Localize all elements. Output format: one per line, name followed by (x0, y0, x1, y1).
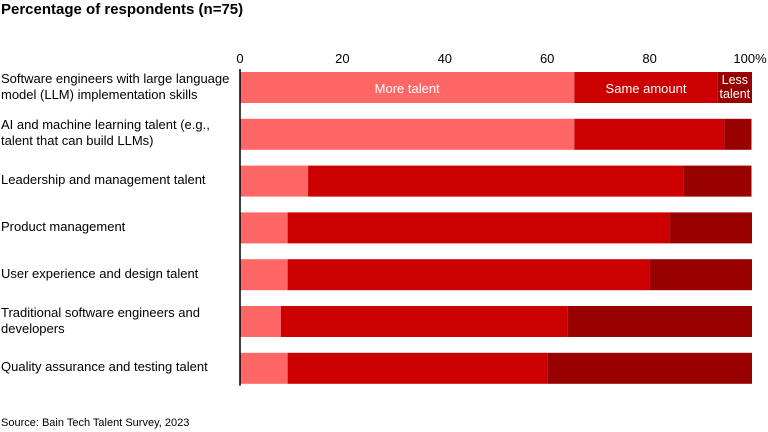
bar-segment-less-talent (567, 306, 752, 337)
bar-segment-less-talent (724, 118, 752, 150)
bar-segment-same-amount (574, 118, 725, 150)
series-label: talent (720, 87, 751, 101)
series-label: Less (722, 73, 748, 87)
x-tick-label: 100% (733, 51, 767, 66)
bar-segment-less-talent (717, 72, 752, 103)
bar-segment-more-talent (240, 165, 309, 197)
x-tick-label: 0 (236, 51, 243, 66)
bar-segment-more-talent (240, 306, 281, 337)
bar-segment-same-amount (574, 72, 718, 103)
category-label: Leadership and management talent (1, 172, 206, 188)
x-tick-label: 20 (335, 51, 349, 66)
bar-segment-more-talent (240, 212, 288, 244)
bar-segment-same-amount (287, 212, 671, 244)
bar-segment-less-talent (683, 165, 752, 197)
category-label: Traditional software engineers and devel… (1, 304, 200, 336)
x-tick-label: 80 (642, 51, 656, 66)
bar-segment-less-talent (547, 352, 752, 384)
bar-segment-less-talent (670, 212, 752, 244)
bar-segment-same-amount (308, 165, 684, 197)
x-tick-label: 40 (438, 51, 452, 66)
category-label: User experience and design talent (1, 265, 199, 281)
bar-segment-more-talent (240, 72, 575, 103)
bar-segment-same-amount (280, 306, 568, 337)
bar-segment-same-amount (287, 259, 650, 291)
bar-segment-same-amount (287, 352, 548, 384)
bar-segment-more-talent (240, 352, 288, 384)
bar-segment-less-talent (649, 259, 752, 291)
category-label: AI and machine learning talent (e.g., ta… (1, 117, 210, 149)
category-label: Software engineers with large language m… (1, 70, 230, 102)
category-label: Quality assurance and testing talent (1, 359, 208, 375)
bar-segment-more-talent (240, 259, 288, 291)
bar-segment-more-talent (240, 118, 575, 150)
x-tick-label: 60 (540, 51, 554, 66)
series-label: More talent (375, 81, 440, 96)
category-label: Product management (1, 218, 126, 234)
chart-title: Percentage of respondents (n=75) (1, 1, 244, 18)
source-note: Source: Bain Tech Talent Survey, 2023 (1, 417, 190, 429)
series-label: Same amount (606, 81, 687, 96)
